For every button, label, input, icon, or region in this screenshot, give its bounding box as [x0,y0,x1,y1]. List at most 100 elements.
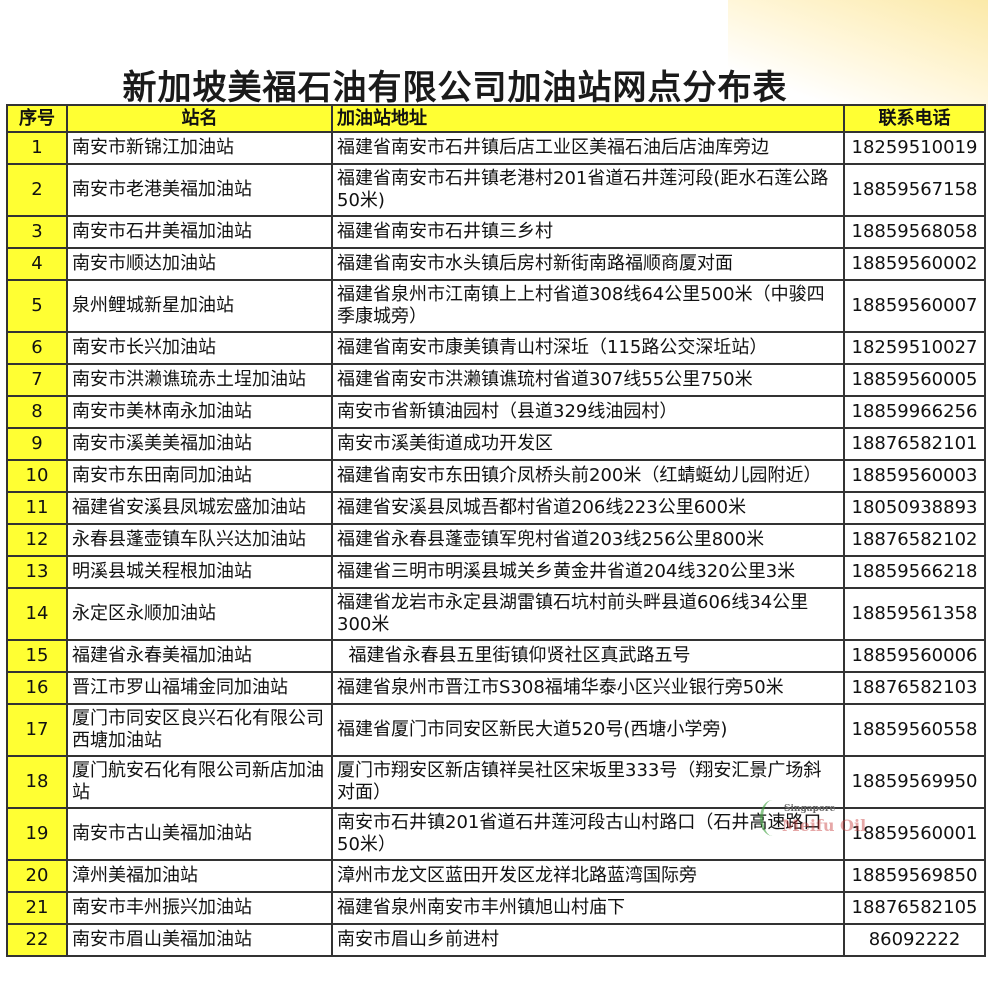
table-row: 20 漳州美福加油站 漳州市龙文区蓝田开发区龙祥北路蓝湾国际旁 18859569850 [6,859,986,893]
station-name: 南安市老港美福加油站 [66,163,333,217]
station-phone: 18259510027 [843,331,986,365]
table-row: 3 南安市石井美福加油站 福建省南安市石井镇三乡村 18859568058 [6,215,986,249]
page-title: 新加坡美福石油有限公司加油站网点分布表 [122,68,788,108]
row-index: 16 [6,671,68,705]
row-index: 5 [6,279,68,333]
station-phone: 18859560002 [843,247,986,281]
background-decoration [728,0,988,110]
station-phone: 18876582102 [843,523,986,557]
row-index: 15 [6,639,68,673]
station-phone: 18859966256 [843,395,986,429]
station-phone: 18876582103 [843,671,986,705]
header-address: 加油站地址 [331,104,845,133]
station-address: 福建省龙岩市永定县湖雷镇石坑村前头畔县道606线34公里300米 [331,587,845,641]
station-phone: 18859561358 [843,587,986,641]
row-index: 14 [6,587,68,641]
row-index: 18 [6,755,68,809]
station-address: 福建省泉州市晋江市S308福埔华泰小区兴业银行旁50米 [331,671,845,705]
station-name: 晋江市罗山福埔金同加油站 [66,671,333,705]
table-row: 11 福建省安溪县凤城宏盛加油站 福建省安溪县凤城吾都村省道206线223公里600… [6,491,986,525]
station-name: 南安市东田南同加油站 [66,459,333,493]
station-phone: 18859568058 [843,215,986,249]
table-row: 4 南安市顺达加油站 福建省南安市水头镇后房村新街南路福顺商厦对面 188595600… [6,247,986,281]
station-name: 南安市眉山美福加油站 [66,923,333,957]
row-index: 13 [6,555,68,589]
station-phone: 18859560007 [843,279,986,333]
station-name: 南安市新锦江加油站 [66,131,333,165]
row-index: 19 [6,807,68,861]
station-name: 南安市丰州振兴加油站 [66,891,333,925]
row-index: 6 [6,331,68,365]
table-row: 13 明溪县城关程根加油站 福建省三明市明溪县城关乡黄金井省道204线320公里3米… [6,555,986,589]
station-address: 福建省南安市石井镇三乡村 [331,215,845,249]
row-index: 4 [6,247,68,281]
row-index: 7 [6,363,68,397]
station-name: 漳州美福加油站 [66,859,333,893]
row-index: 9 [6,427,68,461]
station-phone: 18859569850 [843,859,986,893]
station-address: 漳州市龙文区蓝田开发区龙祥北路蓝湾国际旁 [331,859,845,893]
station-address: 福建省南安市东田镇介凤桥头前200米（红蜻蜓幼儿园附近） [331,459,845,493]
station-address: 福建省厦门市同安区新民大道520号(西塘小学旁) [331,703,845,757]
station-phone: 18876582101 [843,427,986,461]
station-name: 南安市长兴加油站 [66,331,333,365]
station-address: 福建省南安市水头镇后房村新街南路福顺商厦对面 [331,247,845,281]
row-index: 20 [6,859,68,893]
station-address: 福建省三明市明溪县城关乡黄金井省道204线320公里3米 [331,555,845,589]
table-row: 21 南安市丰州振兴加油站 福建省泉州南安市丰州镇旭山村庙下 18876582105 [6,891,986,925]
station-phone: 18859560558 [843,703,986,757]
station-name: 南安市洪濑谯琉赤土埕加油站 [66,363,333,397]
row-index: 11 [6,491,68,525]
station-name: 福建省安溪县凤城宏盛加油站 [66,491,333,525]
table-row: 7 南安市洪濑谯琉赤土埕加油站 福建省南安市洪濑镇谯琉村省道307线55公里750米… [6,363,986,397]
station-phone: 18859560001 [843,807,986,861]
header-index: 序号 [6,104,68,133]
station-name: 厦门市同安区良兴石化有限公司西塘加油站 [66,703,333,757]
table-row: 19 南安市古山美福加油站 南安市石井镇201省道石井莲河段古山村路口（石井高速路口… [6,807,986,861]
station-phone: 18050938893 [843,491,986,525]
station-address: 福建省南安市洪濑镇谯琉村省道307线55公里750米 [331,363,845,397]
station-name: 泉州鲤城新星加油站 [66,279,333,333]
table-row: 16 晋江市罗山福埔金同加油站 福建省泉州市晋江市S308福埔华泰小区兴业银行旁50… [6,671,986,705]
table-row: 12 永春县蓬壶镇车队兴达加油站 福建省永春县蓬壶镇军兜村省道203线256公里80… [6,523,986,557]
table-row: 6 南安市长兴加油站 福建省南安市康美镇青山村深坵（115路公交深坵站） 182595… [6,331,986,365]
row-index: 8 [6,395,68,429]
row-index: 12 [6,523,68,557]
row-index: 10 [6,459,68,493]
station-name: 厦门航安石化有限公司新店加油站 [66,755,333,809]
station-name: 南安市石井美福加油站 [66,215,333,249]
row-index: 1 [6,131,68,165]
row-index: 21 [6,891,68,925]
station-name: 福建省永春美福加油站 [66,639,333,673]
station-phone: 86092222 [843,923,986,957]
table-row: 17 厦门市同安区良兴石化有限公司西塘加油站 福建省厦门市同安区新民大道520号(西… [6,703,986,757]
table-row: 10 南安市东田南同加油站 福建省南安市东田镇介凤桥头前200米（红蜻蜓幼儿园附近）… [6,459,986,493]
table-row: 18 厦门航安石化有限公司新店加油站 厦门市翔安区新店镇祥吴社区宋坂里333号（翔安… [6,755,986,809]
station-address: 福建省泉州市江南镇上上村省道308线64公里500米（中骏四季康城旁） [331,279,845,333]
station-phone: 18876582105 [843,891,986,925]
table-row: 15 福建省永春美福加油站 福建省永春县五里街镇仰贤社区真武路五号 18859560… [6,639,986,673]
table-row: 14 永定区永顺加油站 福建省龙岩市永定县湖雷镇石坑村前头畔县道606线34公里30… [6,587,986,641]
row-index: 3 [6,215,68,249]
station-phone: 18859560006 [843,639,986,673]
station-address: 南安市眉山乡前进村 [331,923,845,957]
station-phone: 18259510019 [843,131,986,165]
header-phone: 联系电话 [843,104,986,133]
station-phone: 18859569950 [843,755,986,809]
table-row: 1 南安市新锦江加油站 福建省南安市石井镇后店工业区美福石油后店油库旁边 182595… [6,131,986,165]
row-index: 2 [6,163,68,217]
station-address: 厦门市翔安区新店镇祥吴社区宋坂里333号（翔安汇景广场斜对面） [331,755,845,809]
table-header-row: 序号 站名 加油站地址 联系电话 [6,104,986,133]
station-address: 福建省安溪县凤城吾都村省道206线223公里600米 [331,491,845,525]
station-phone: 18859560003 [843,459,986,493]
table-row: 5 泉州鲤城新星加油站 福建省泉州市江南镇上上村省道308线64公里500米（中骏四… [6,279,986,333]
station-address: 福建省永春县蓬壶镇军兜村省道203线256公里800米 [331,523,845,557]
station-phone: 18859567158 [843,163,986,217]
table-row: 22 南安市眉山美福加油站 南安市眉山乡前进村 86092222 [6,923,986,957]
station-address: 福建省南安市康美镇青山村深坵（115路公交深坵站） [331,331,845,365]
station-name: 南安市古山美福加油站 [66,807,333,861]
header-name: 站名 [66,104,333,133]
station-address: 南安市溪美街道成功开发区 [331,427,845,461]
row-index: 17 [6,703,68,757]
table-row: 9 南安市溪美美福加油站 南安市溪美街道成功开发区 18876582101 [6,427,986,461]
